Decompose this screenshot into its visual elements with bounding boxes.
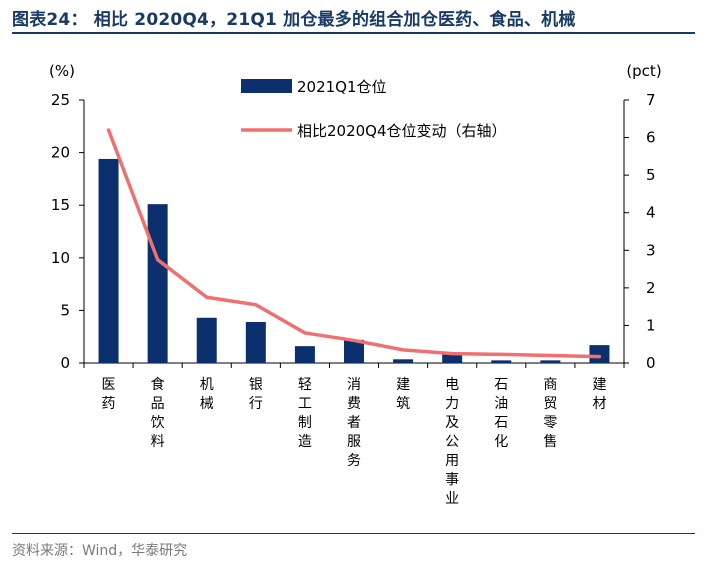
y-right-unit: (pct) — [626, 62, 661, 80]
x-tick-label: 建材 — [592, 377, 606, 412]
y-left-tick-label: 20 — [51, 144, 70, 162]
bar — [245, 321, 266, 363]
footer-divider — [12, 533, 695, 534]
title-bar: 图表24： 相比 2020Q4，21Q1 加仓最多的组合加仓医药、食品、机械 — [12, 0, 695, 34]
bar — [98, 158, 119, 363]
x-tick-label: 食品饮料 — [151, 376, 165, 450]
bar — [540, 360, 561, 363]
bar — [393, 359, 414, 363]
y-right-tick-label: 2 — [646, 279, 656, 297]
x-tick-label: 医药 — [102, 377, 116, 412]
bar — [442, 353, 463, 363]
y-left-tick-label: 25 — [51, 91, 70, 109]
legend-label-bar: 2021Q1仓位 — [297, 78, 387, 96]
x-tick-label: 轻工制造 — [298, 377, 312, 450]
line-series — [106, 128, 602, 359]
bar — [344, 339, 364, 363]
x-tick-label: 石油石化 — [494, 377, 508, 450]
y-right-tick-label: 4 — [646, 204, 656, 222]
x-tick-label: 建筑 — [396, 377, 410, 412]
bar — [147, 204, 168, 363]
y-right-tick-label: 0 — [646, 354, 656, 372]
legend-label-line: 相比2020Q4仓位变动（右轴） — [297, 122, 507, 140]
y-right-tick-label: 6 — [646, 129, 656, 147]
y-right-tick-label: 1 — [646, 316, 656, 334]
bar — [491, 360, 512, 363]
x-tick-label: 银行 — [249, 377, 263, 412]
bar — [196, 317, 217, 363]
y-left-tick-label: 0 — [60, 354, 70, 372]
title-divider — [12, 32, 695, 34]
y-right-tick-label: 7 — [646, 91, 656, 109]
legend-swatch-bar — [241, 79, 292, 93]
x-tick-label: 消费者服务 — [347, 377, 361, 469]
y-left-unit: (%) — [49, 62, 75, 80]
chart-title: 图表24： 相比 2020Q4，21Q1 加仓最多的组合加仓医药、食品、机械 — [12, 10, 576, 30]
x-tick-label: 机械 — [200, 377, 214, 412]
source-note: 资料来源：Wind，华泰研究 — [12, 543, 188, 559]
y-left-tick-label: 15 — [51, 196, 70, 214]
y-right-tick-label: 3 — [646, 241, 656, 259]
bar — [294, 346, 315, 363]
x-tick-label: 商贸零售 — [543, 377, 557, 450]
y-left-tick-label: 10 — [51, 249, 70, 267]
x-tick-label: 电力及公用事业 — [445, 377, 459, 507]
y-right-tick-label: 5 — [646, 166, 656, 184]
bar — [589, 345, 610, 363]
y-left-tick-label: 5 — [60, 301, 70, 319]
